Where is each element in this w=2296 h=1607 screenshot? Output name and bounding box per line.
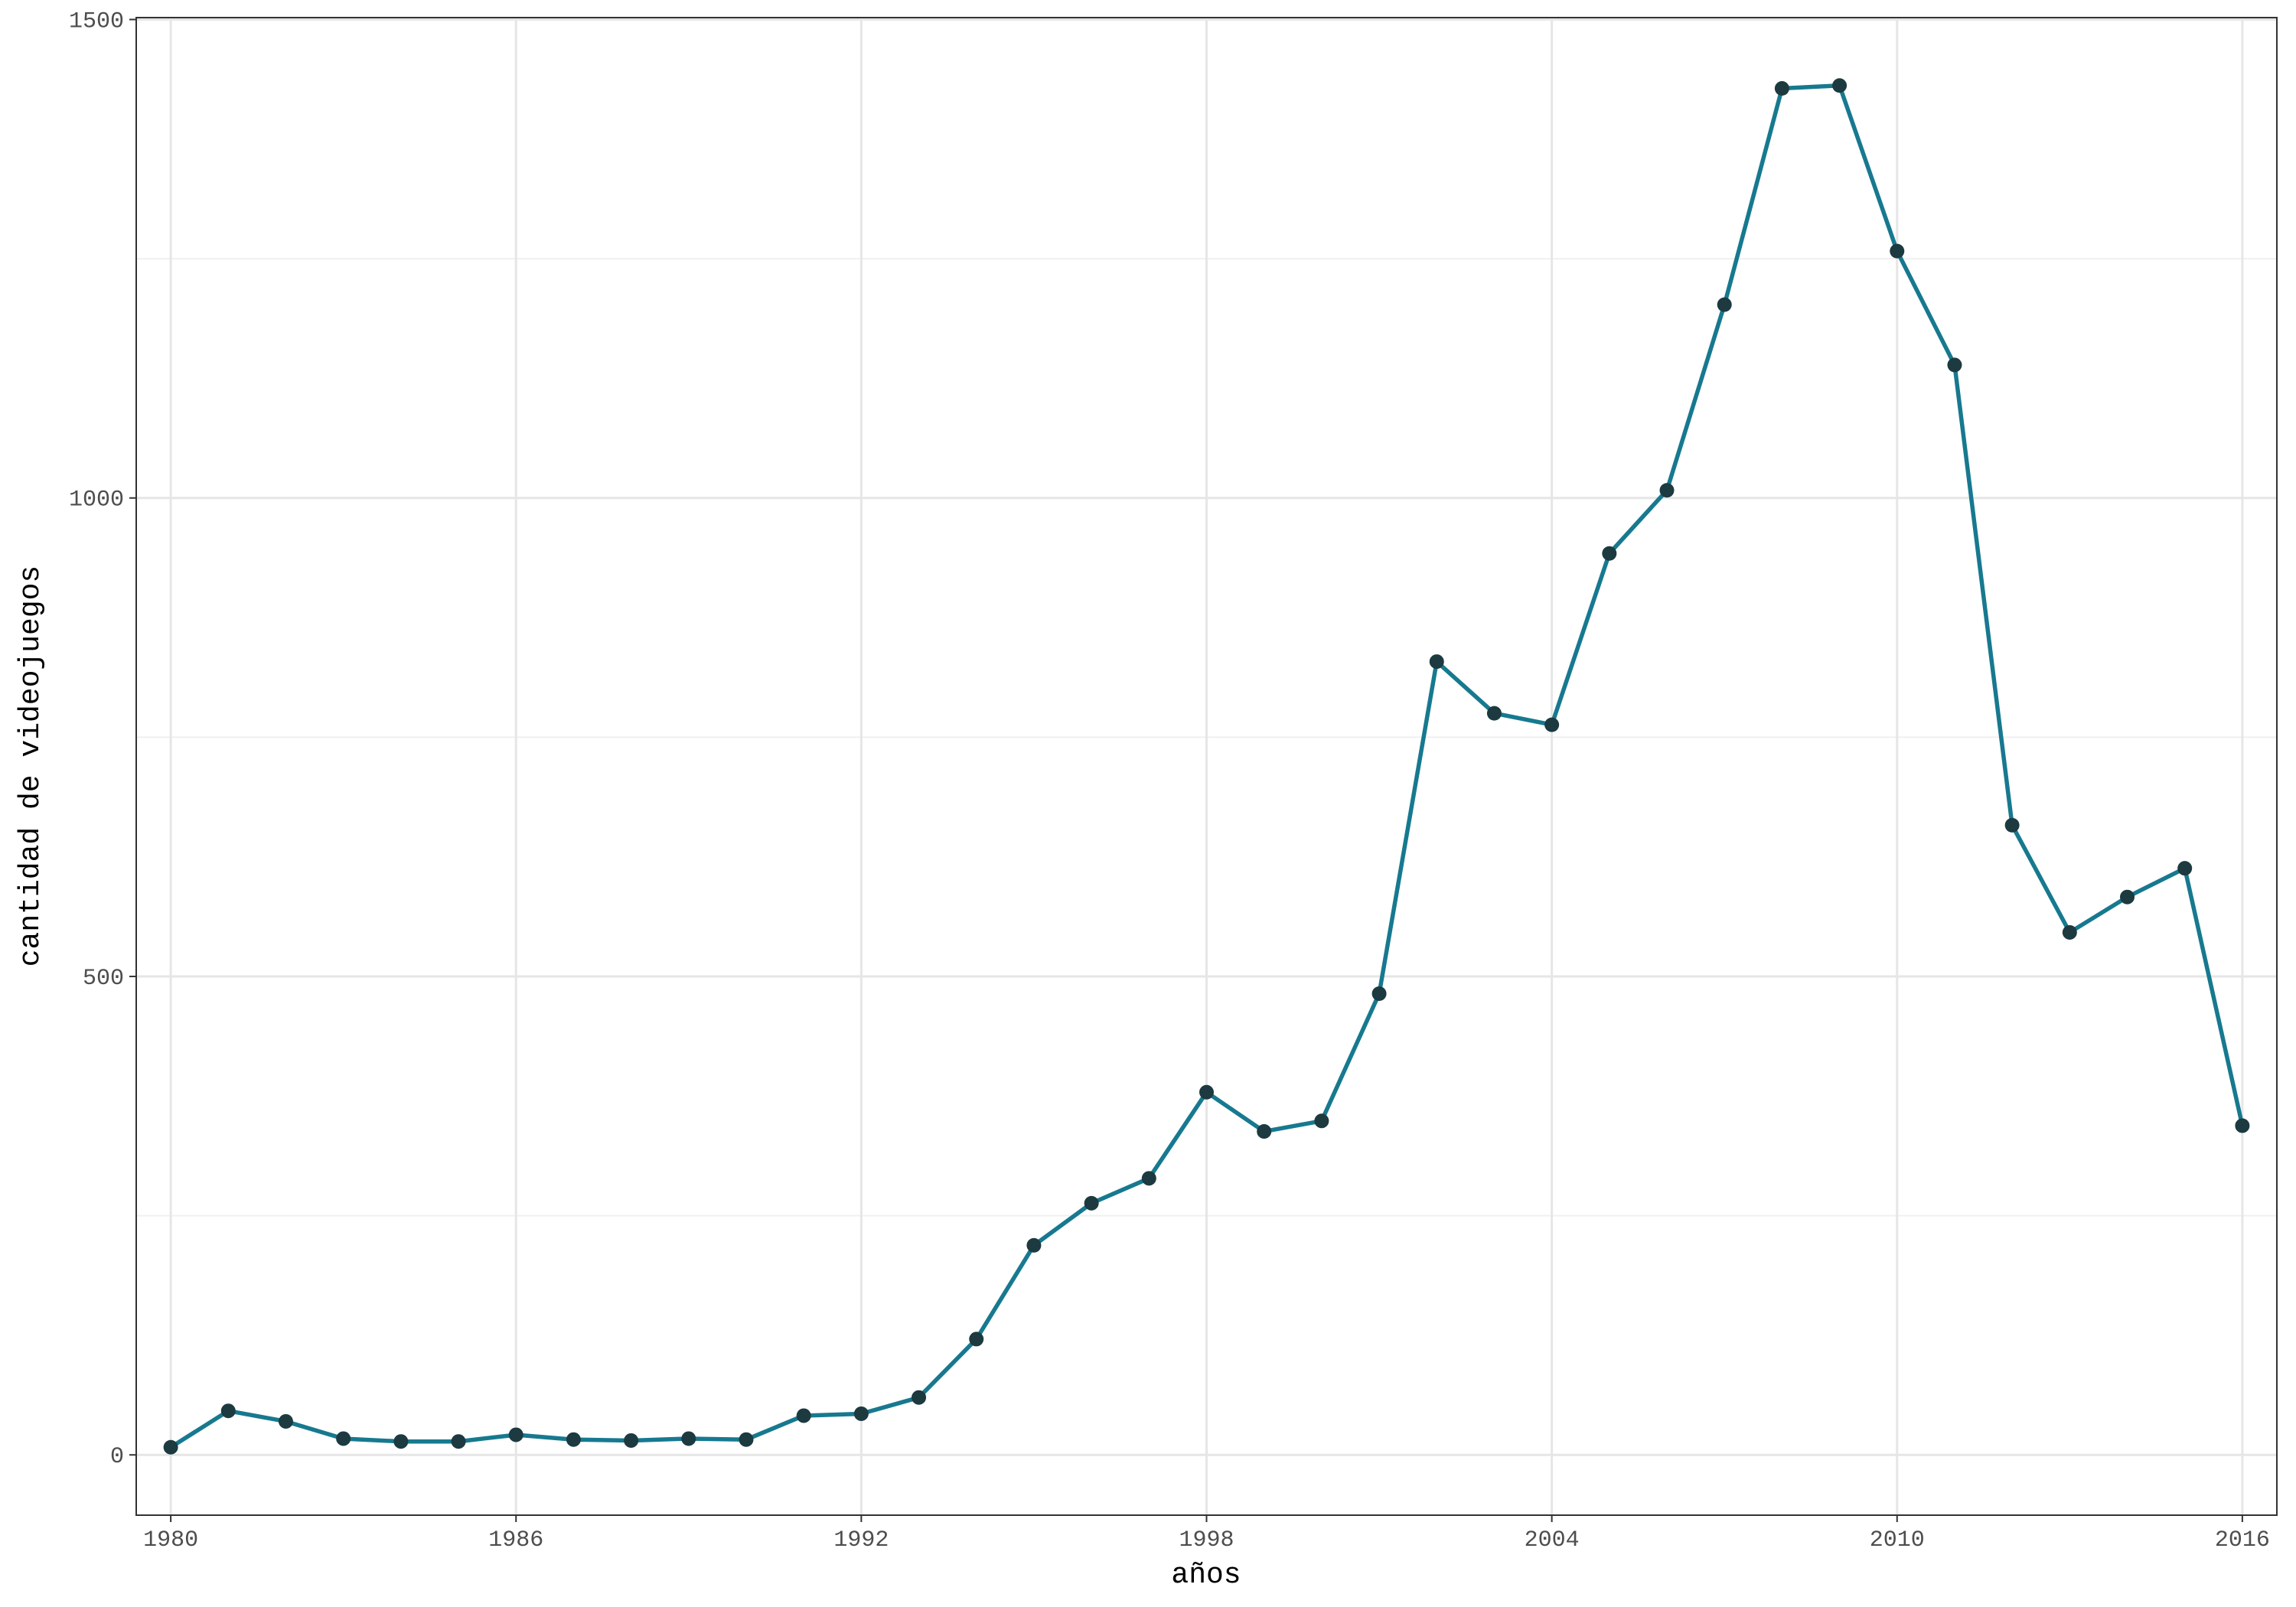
data-point xyxy=(1026,1237,1042,1253)
data-point xyxy=(1429,654,1444,670)
data-point xyxy=(1371,986,1387,1001)
data-point xyxy=(1774,81,1789,96)
x-tick-label: 1992 xyxy=(833,1527,889,1553)
data-point xyxy=(912,1390,927,1405)
data-point xyxy=(1832,78,1848,93)
data-point xyxy=(2062,924,2077,940)
data-point xyxy=(681,1431,696,1446)
data-point xyxy=(796,1408,811,1423)
data-point xyxy=(1199,1084,1214,1100)
data-point xyxy=(278,1413,293,1429)
data-point xyxy=(2235,1118,2250,1133)
data-point xyxy=(969,1332,984,1347)
data-point xyxy=(624,1433,639,1448)
data-point xyxy=(853,1406,869,1421)
data-point xyxy=(1947,357,1962,373)
data-point xyxy=(336,1431,351,1446)
data-point xyxy=(451,1434,466,1449)
data-point xyxy=(566,1432,581,1447)
data-point xyxy=(1314,1113,1329,1129)
data-point xyxy=(739,1432,754,1447)
data-point xyxy=(163,1439,178,1455)
data-point xyxy=(1141,1171,1156,1186)
data-point xyxy=(393,1434,409,1449)
y-axis-title: cantidad de videojuegos xyxy=(15,566,47,967)
y-tick-label: 0 xyxy=(110,1444,124,1470)
data-point xyxy=(2177,861,2193,876)
plot-border xyxy=(135,17,2278,1516)
x-tick-label: 1980 xyxy=(143,1527,198,1553)
x-tick-label: 1998 xyxy=(1179,1527,1234,1553)
x-tick-label: 2004 xyxy=(1525,1527,1580,1553)
y-tick-label: 500 xyxy=(83,966,124,992)
data-point xyxy=(1486,706,1502,721)
data-point xyxy=(2120,889,2135,905)
data-point xyxy=(1602,546,1617,561)
x-tick-label: 2010 xyxy=(1870,1527,1925,1553)
data-point xyxy=(220,1403,236,1419)
y-tick-label: 1500 xyxy=(69,9,124,35)
data-point xyxy=(2004,817,2020,833)
x-axis-title: años xyxy=(1171,1559,1241,1592)
data-point xyxy=(508,1427,523,1442)
data-point xyxy=(1544,717,1560,732)
data-point xyxy=(1890,243,1905,259)
data-point xyxy=(1717,297,1732,312)
y-tick-label: 1000 xyxy=(69,487,124,513)
data-point xyxy=(1257,1124,1272,1139)
data-point xyxy=(1659,483,1675,498)
x-tick-label: 1986 xyxy=(488,1527,543,1553)
x-tick-label: 2016 xyxy=(2215,1527,2270,1553)
data-point xyxy=(1084,1195,1099,1211)
